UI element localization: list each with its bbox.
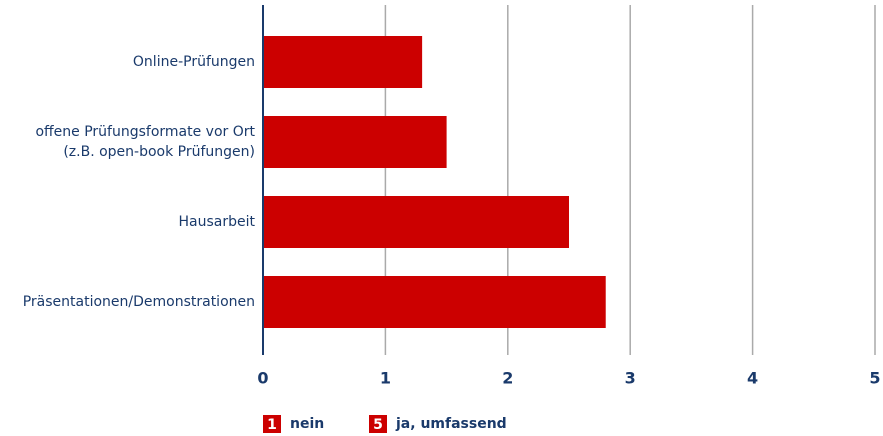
x-tick-label: 0 — [257, 369, 268, 388]
legend-label: nein — [290, 416, 324, 432]
y-tick-label: Hausarbeit — [178, 214, 256, 230]
x-tick-label: 1 — [380, 369, 391, 388]
legend-key: 5 — [373, 417, 383, 433]
bar — [263, 116, 447, 168]
legend-key: 1 — [267, 417, 277, 433]
y-tick-label: Online-Prüfungen — [132, 54, 255, 70]
legend-swatch — [263, 415, 281, 433]
bar — [263, 276, 606, 328]
x-tick-label: 4 — [747, 369, 758, 388]
x-tick-label: 2 — [502, 369, 513, 388]
x-tick-label: 3 — [625, 369, 636, 388]
bar — [263, 36, 423, 88]
x-tick-label: 5 — [869, 369, 880, 388]
y-tick-label: Präsentationen/Demonstrationen — [22, 294, 255, 310]
y-tick-label: offene Prüfungsformate vor Ort (z.B. ope… — [35, 124, 255, 160]
bar — [263, 196, 569, 248]
legend-swatch — [369, 415, 387, 433]
legend-label: ja, umfassend — [395, 416, 507, 432]
